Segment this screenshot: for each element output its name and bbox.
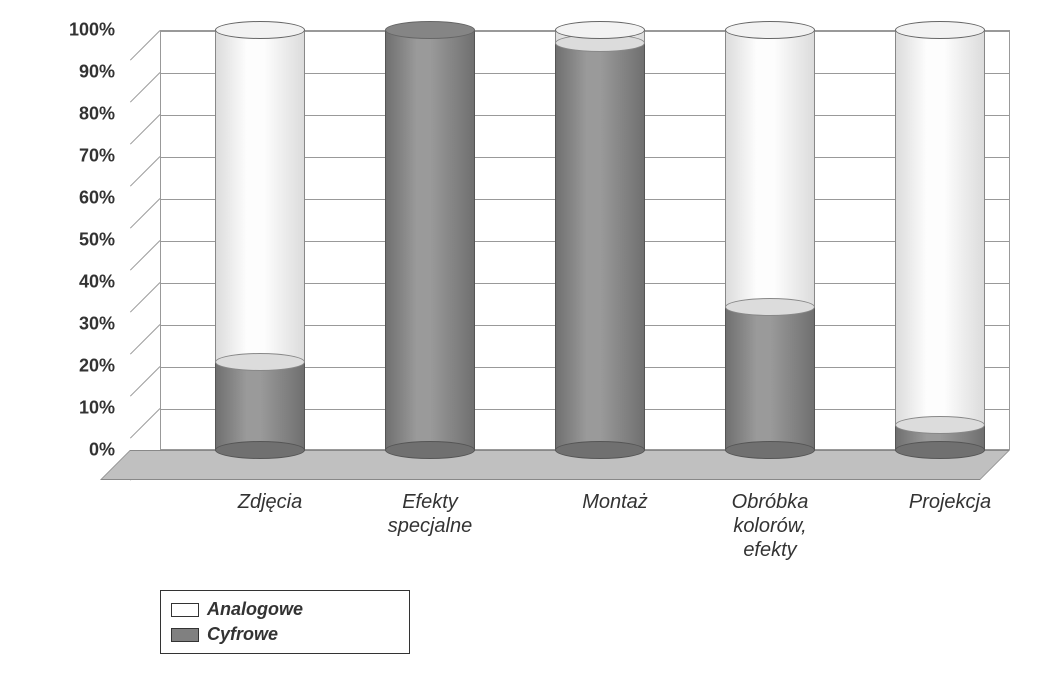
legend-label: Analogowe (207, 599, 303, 620)
x-tick-label: Obróbkakolorów,efekty (700, 490, 840, 562)
depth-line (130, 408, 160, 438)
y-tick-label: 50% (79, 230, 115, 251)
bar-segment-analogowe (725, 30, 815, 307)
bar-group (385, 30, 475, 450)
x-tick-label: Zdjęcia (200, 490, 340, 514)
depth-line (130, 114, 160, 144)
bars-container (160, 30, 1010, 450)
bar-segment-cyfrowe (555, 43, 645, 450)
depth-line (130, 282, 160, 312)
legend-swatch (171, 628, 199, 642)
y-tick-label: 100% (69, 20, 115, 41)
x-tick-label: Efektyspecjalne (360, 490, 500, 538)
legend-swatch (171, 603, 199, 617)
y-tick-label: 30% (79, 314, 115, 335)
bar-segment-cyfrowe (215, 362, 305, 450)
depth-line (130, 72, 160, 102)
bar-group (555, 30, 645, 450)
y-tick-label: 0% (89, 440, 115, 461)
y-tick-label: 20% (79, 356, 115, 377)
y-tick-label: 80% (79, 104, 115, 125)
plot-area (130, 30, 1010, 480)
y-axis-labels: 100% 90% 80% 70% 60% 50% 40% 30% 20% 10%… (40, 30, 125, 480)
bar-group (895, 30, 985, 450)
depth-line (130, 366, 160, 396)
y-tick-label: 90% (79, 62, 115, 83)
depth-line (130, 240, 160, 270)
legend-label: Cyfrowe (207, 624, 278, 645)
bar-segment-analogowe (555, 30, 645, 43)
y-tick-label: 60% (79, 188, 115, 209)
depth-line (130, 198, 160, 228)
chart-container: 100% 90% 80% 70% 60% 50% 40% 30% 20% 10%… (40, 30, 1010, 530)
x-axis-labels: Zdjęcia Efektyspecjalne Montaż Obróbkakolor… (160, 490, 1010, 570)
legend-item-cyfrowe: Cyfrowe (171, 622, 399, 647)
bar-group (215, 30, 305, 450)
y-tick-label: 40% (79, 272, 115, 293)
y-tick-label: 70% (79, 146, 115, 167)
x-tick-label: Montaż (545, 490, 685, 514)
depth-line (130, 30, 160, 60)
bar-segment-cyfrowe (385, 30, 475, 450)
legend: Analogowe Cyfrowe (160, 590, 410, 654)
y-tick-label: 10% (79, 398, 115, 419)
depth-line (130, 324, 160, 354)
bar-segment-cyfrowe (725, 307, 815, 450)
depth-line (130, 156, 160, 186)
bar-group (725, 30, 815, 450)
x-tick-label: Projekcja (880, 490, 1020, 514)
legend-item-analogowe: Analogowe (171, 597, 399, 622)
bar-segment-analogowe (895, 30, 985, 425)
bar-segment-analogowe (215, 30, 305, 362)
